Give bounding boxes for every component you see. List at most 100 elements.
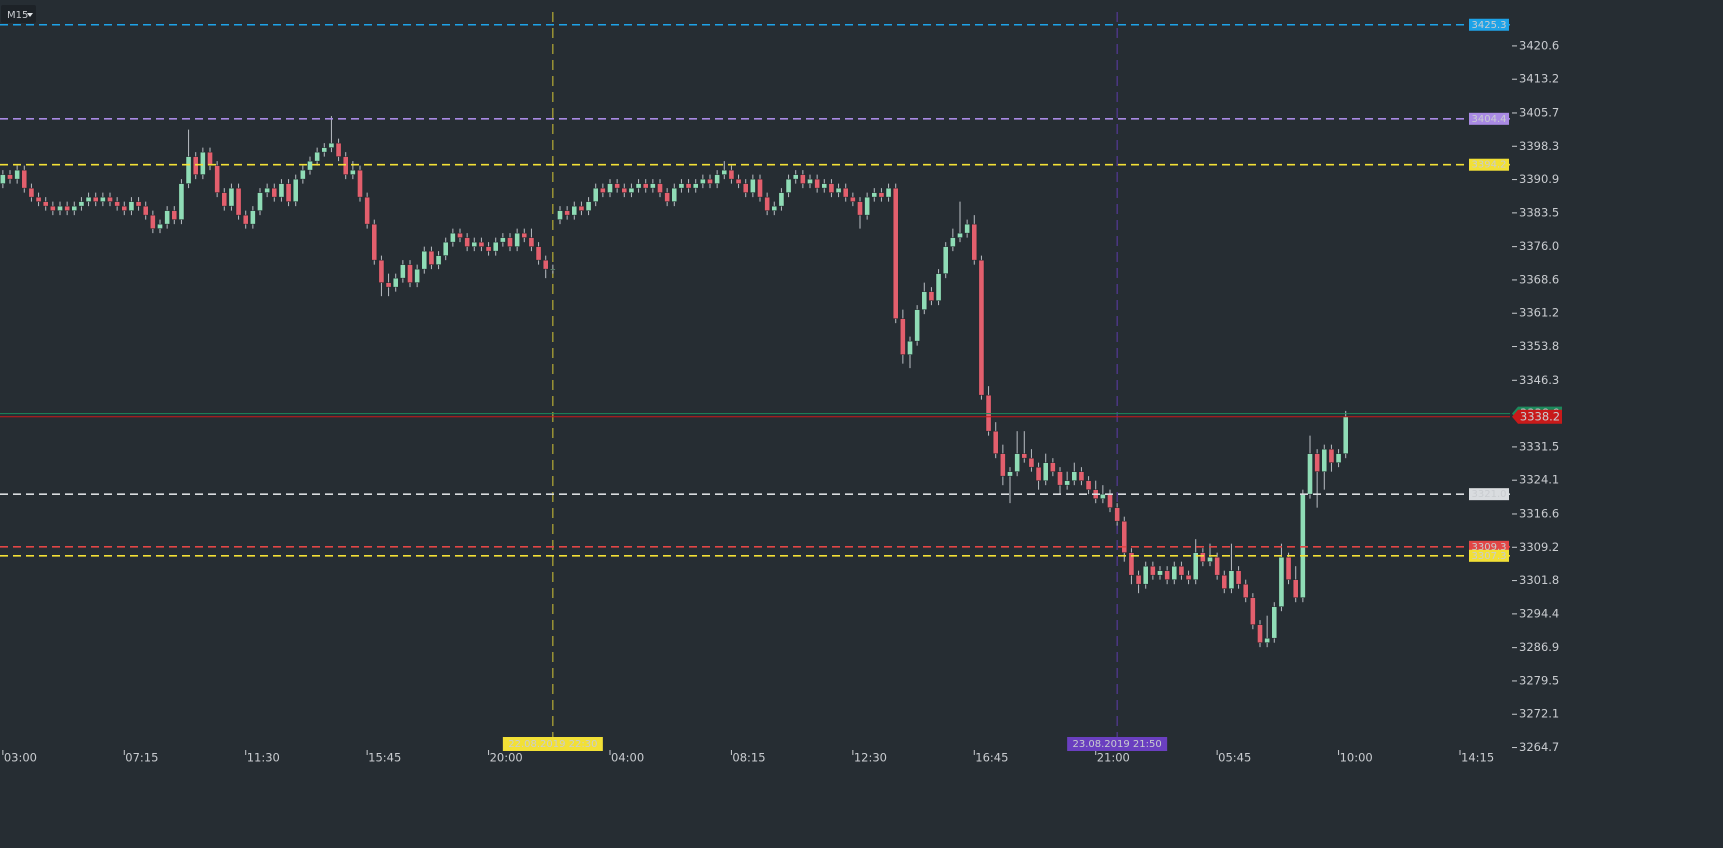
candle-body: [1278, 556, 1285, 607]
price-badge: [1469, 540, 1509, 553]
candle-body: [564, 210, 570, 216]
timeframe-button[interactable]: M15: [1, 5, 36, 23]
candle-body: [600, 187, 606, 193]
x-tick-label: 07:15: [125, 751, 158, 765]
candle-body: [171, 210, 178, 220]
candle-body: [57, 205, 63, 211]
candle-body: [707, 178, 713, 184]
candle-body: [950, 237, 956, 247]
x-tick-label: 05:45: [1218, 751, 1251, 765]
x-tick-label: 08:15: [732, 751, 765, 765]
candle-body: [821, 183, 828, 189]
candle-body: [1185, 574, 1192, 580]
y-tick-label: 3405.7: [1519, 105, 1559, 119]
candle-body: [592, 187, 599, 202]
candle-body: [1335, 453, 1342, 463]
candle-body: [342, 156, 349, 175]
price-badge-label: 3394.2: [1472, 160, 1507, 171]
candle-body: [664, 192, 670, 202]
candle-body: [192, 156, 199, 175]
candle-body: [1157, 570, 1163, 576]
candle-body: [864, 196, 870, 216]
x-tick-label: 04:00: [611, 751, 644, 765]
candle-body: [971, 223, 978, 261]
candle-body: [514, 232, 520, 247]
candle-body: [442, 241, 449, 256]
candle-body: [314, 151, 320, 162]
candle-body: [814, 178, 820, 189]
x-tick-label: 16:45: [975, 751, 1008, 765]
time-marker-label: 23.08.2019 21:50: [1073, 739, 1162, 750]
candle-body: [550, 268, 556, 271]
candle-body: [700, 178, 706, 184]
candle-body: [21, 169, 28, 189]
candle-body: [300, 169, 306, 180]
candle-body: [878, 192, 885, 198]
candle-body: [528, 237, 535, 247]
candle-body: [271, 187, 278, 198]
candle-body: [178, 183, 185, 220]
candle-body: [385, 282, 392, 288]
price-badge: [1469, 549, 1509, 562]
timeframe-box[interactable]: [1, 5, 36, 23]
candle-body: [885, 187, 892, 198]
candle-body: [500, 237, 506, 243]
candle-body: [650, 183, 656, 189]
y-tick-label: 3324.1: [1519, 473, 1559, 487]
candle-body: [1042, 462, 1049, 481]
candle-body: [521, 232, 528, 238]
candle-body: [921, 291, 928, 310]
candle-body: [1085, 480, 1092, 490]
candle-body: [757, 178, 763, 198]
candle-body: [28, 187, 35, 198]
candle-body: [0, 174, 6, 184]
candle-body: [114, 201, 120, 207]
y-tick-label: 3272.1: [1519, 707, 1559, 721]
y-tick-label: 3331.5: [1519, 439, 1559, 453]
candle-body: [1035, 466, 1042, 481]
candle-body: [200, 151, 206, 175]
candle-body: [207, 151, 213, 166]
y-tick-label: 3361.2: [1519, 306, 1559, 320]
candle-body: [1021, 453, 1028, 459]
candle-body: [135, 201, 142, 207]
candle-body: [857, 201, 863, 216]
candle-body: [542, 259, 549, 270]
time-marker-badge: [1067, 737, 1168, 751]
candle-body: [1264, 637, 1270, 643]
candle-body: [978, 259, 985, 396]
candle-body: [264, 187, 270, 193]
candle-body: [485, 246, 492, 252]
y-tick-label: 3383.5: [1519, 205, 1559, 219]
candle-body: [685, 183, 692, 189]
candle-body: [464, 237, 470, 247]
candle-body: [507, 237, 513, 247]
candle-body: [678, 183, 685, 189]
candle-body: [1257, 624, 1263, 643]
candle-body: [1064, 480, 1070, 486]
candle-body: [1207, 556, 1213, 562]
candle-body: [792, 174, 799, 180]
candle-body: [328, 142, 335, 148]
y-tick-label: 3301.8: [1519, 573, 1559, 587]
candle-body: [535, 246, 542, 261]
timeframe-label[interactable]: M15: [7, 10, 28, 21]
candle-body: [71, 205, 78, 211]
candle-body: [628, 187, 635, 193]
candle-body: [42, 201, 49, 207]
candle-body: [1114, 507, 1120, 522]
candle-body: [692, 183, 699, 189]
candle-body: [492, 241, 499, 252]
candle-body: [250, 210, 256, 225]
candle-body: [957, 232, 963, 238]
candle-body: [800, 174, 806, 184]
x-tick-label: 21:00: [1097, 751, 1130, 765]
candle-body: [657, 183, 663, 193]
candle-body: [671, 187, 678, 202]
candle-body: [635, 183, 642, 189]
candle-body: [321, 147, 328, 153]
candle-body: [1171, 565, 1178, 580]
candle-body: [1050, 462, 1056, 472]
dropdown-arrow[interactable]: [27, 13, 33, 17]
